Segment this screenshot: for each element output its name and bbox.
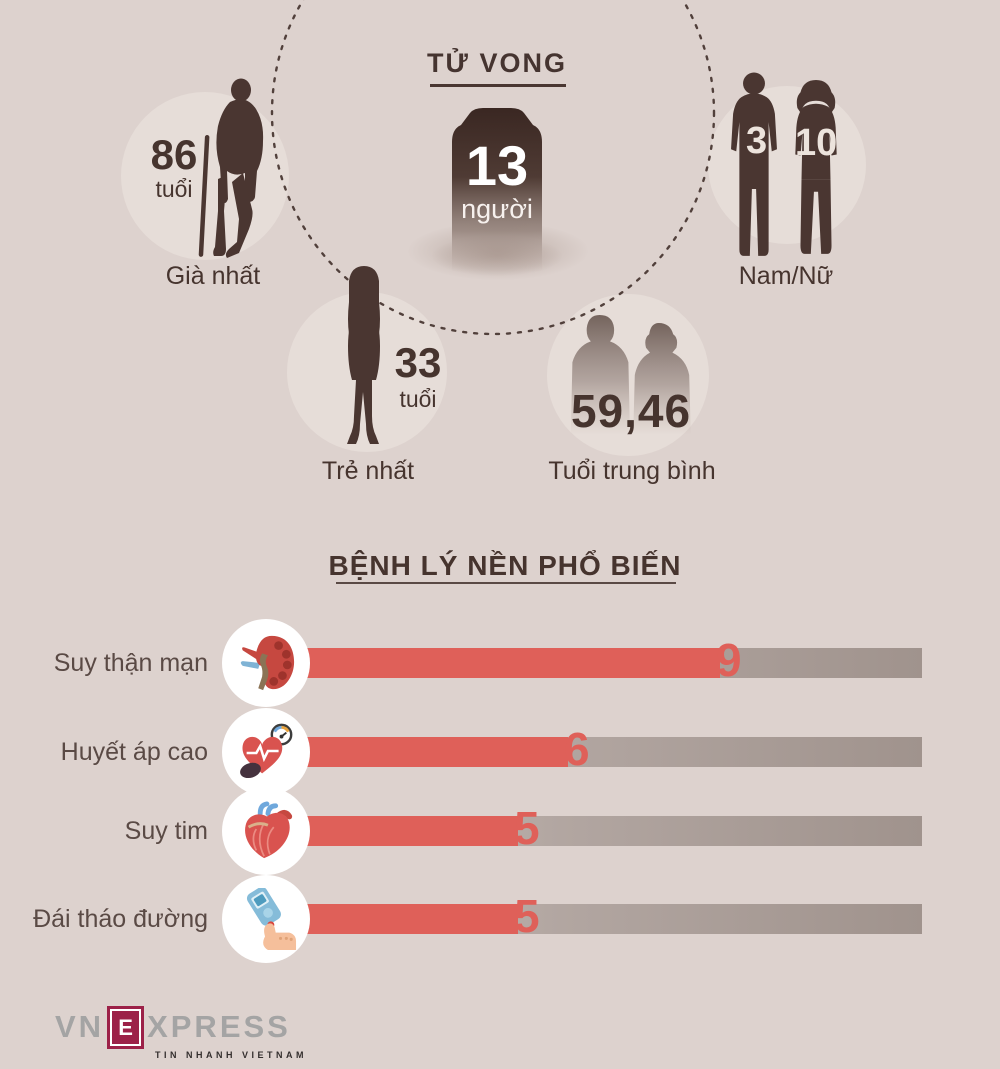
average-age: 59,46 [570, 385, 692, 437]
vnexpress-logo: VN E XPRESS TIN NHANH VIETNAM [55, 1006, 304, 1060]
bar-label: Huyết áp cao [60, 738, 208, 766]
bar-value: 6 [564, 723, 590, 775]
logo-e-letter: E [110, 1009, 142, 1046]
kidney-icon [222, 619, 310, 707]
youngest-age: 33 [394, 339, 442, 386]
logo-e-box: E [107, 1006, 145, 1049]
title-underline [430, 84, 566, 87]
bar-value: 5 [514, 802, 540, 854]
oldest-age-unit: tuổi [155, 176, 193, 202]
bar-row-hypertension: Huyết áp cao 6 [0, 708, 1000, 796]
logo-vn-text: VN [55, 1009, 105, 1044]
old-man-silhouette [197, 77, 273, 266]
gender-label: Nam/Nữ [738, 262, 834, 290]
oldest-label: Già nhất [165, 262, 261, 290]
logo-xpress-text: XPRESS [147, 1009, 291, 1044]
bar-fill [265, 737, 568, 767]
logo-tagline: TIN NHANH VIETNAM [155, 1050, 307, 1060]
blood-pressure-icon [222, 708, 310, 796]
chart-title-underline [336, 582, 676, 584]
bar-row-kidney-failure: Suy thận mạn 9 [0, 619, 1000, 707]
bar-row-diabetes: Đái tháo đường 5 [0, 875, 1000, 963]
bar-label: Đái tháo đường [33, 905, 208, 933]
youngest-age-unit: tuổi [399, 386, 437, 412]
bar-fill [265, 648, 720, 678]
male-count: 3 [746, 120, 768, 162]
average-couple-silhouette [566, 300, 694, 455]
bar-label: Suy thận mạn [53, 649, 208, 677]
death-count-unit: người [461, 194, 533, 224]
deaths-title: TỬ VONG [427, 48, 567, 78]
young-woman-silhouette [336, 266, 392, 457]
chart-title: BỆNH LÝ NỀN PHỔ BIẾN [328, 550, 682, 581]
death-count: 13 [465, 134, 529, 197]
average-label: Tuổi trung bình [548, 457, 716, 485]
heart-icon [222, 787, 310, 875]
glucose-meter-icon [222, 875, 310, 963]
woman-silhouette [789, 80, 843, 263]
bar-value: 9 [716, 634, 742, 686]
bar-value: 5 [514, 890, 540, 942]
bar-label: Suy tim [124, 817, 208, 845]
man-silhouette [726, 72, 782, 265]
bar-row-heart-failure: Suy tim 5 [0, 787, 1000, 875]
youngest-label: Trẻ nhất [321, 457, 415, 485]
oldest-age: 86 [150, 131, 198, 178]
female-count: 10 [795, 122, 838, 164]
